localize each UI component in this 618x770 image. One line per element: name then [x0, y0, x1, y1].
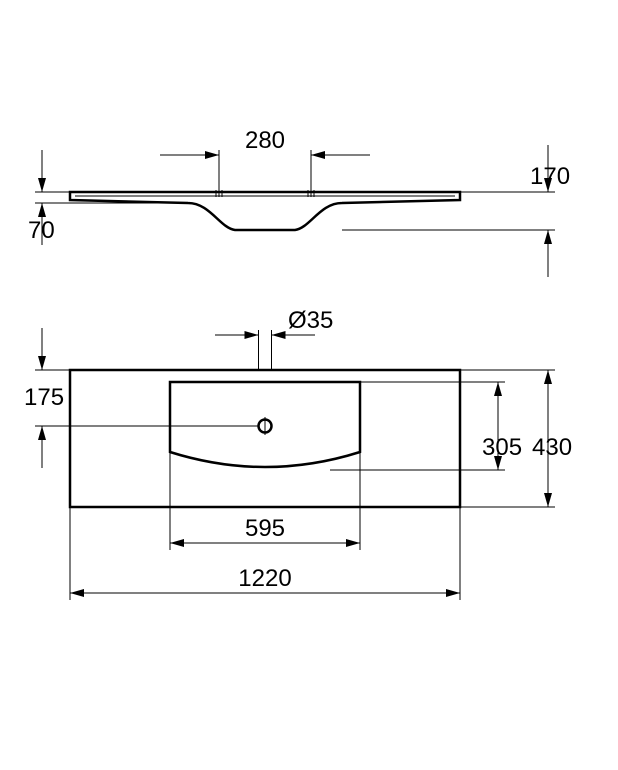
dim-170: 170: [342, 145, 570, 277]
dim-595-label: 595: [245, 515, 285, 542]
dim-280: 280: [160, 127, 370, 192]
dim-70-label: 70: [28, 217, 55, 244]
dim-175: 175: [24, 328, 70, 468]
technical-drawing: 280 170 70: [0, 0, 618, 770]
dim-o35-label: Ø35: [288, 307, 333, 334]
dim-305-label: 305: [482, 434, 522, 461]
dim-170-label: 170: [530, 163, 570, 190]
side-view: 280 170 70: [28, 127, 570, 277]
dim-280-label: 280: [245, 127, 285, 154]
dim-175-label: 175: [24, 384, 64, 411]
dim-430-label: 430: [532, 434, 572, 461]
dim-70: 70: [28, 150, 188, 245]
dim-o35: Ø35: [215, 307, 333, 370]
top-view: Ø35 175 595 1220: [24, 307, 572, 600]
dim-1220-label: 1220: [238, 565, 291, 592]
